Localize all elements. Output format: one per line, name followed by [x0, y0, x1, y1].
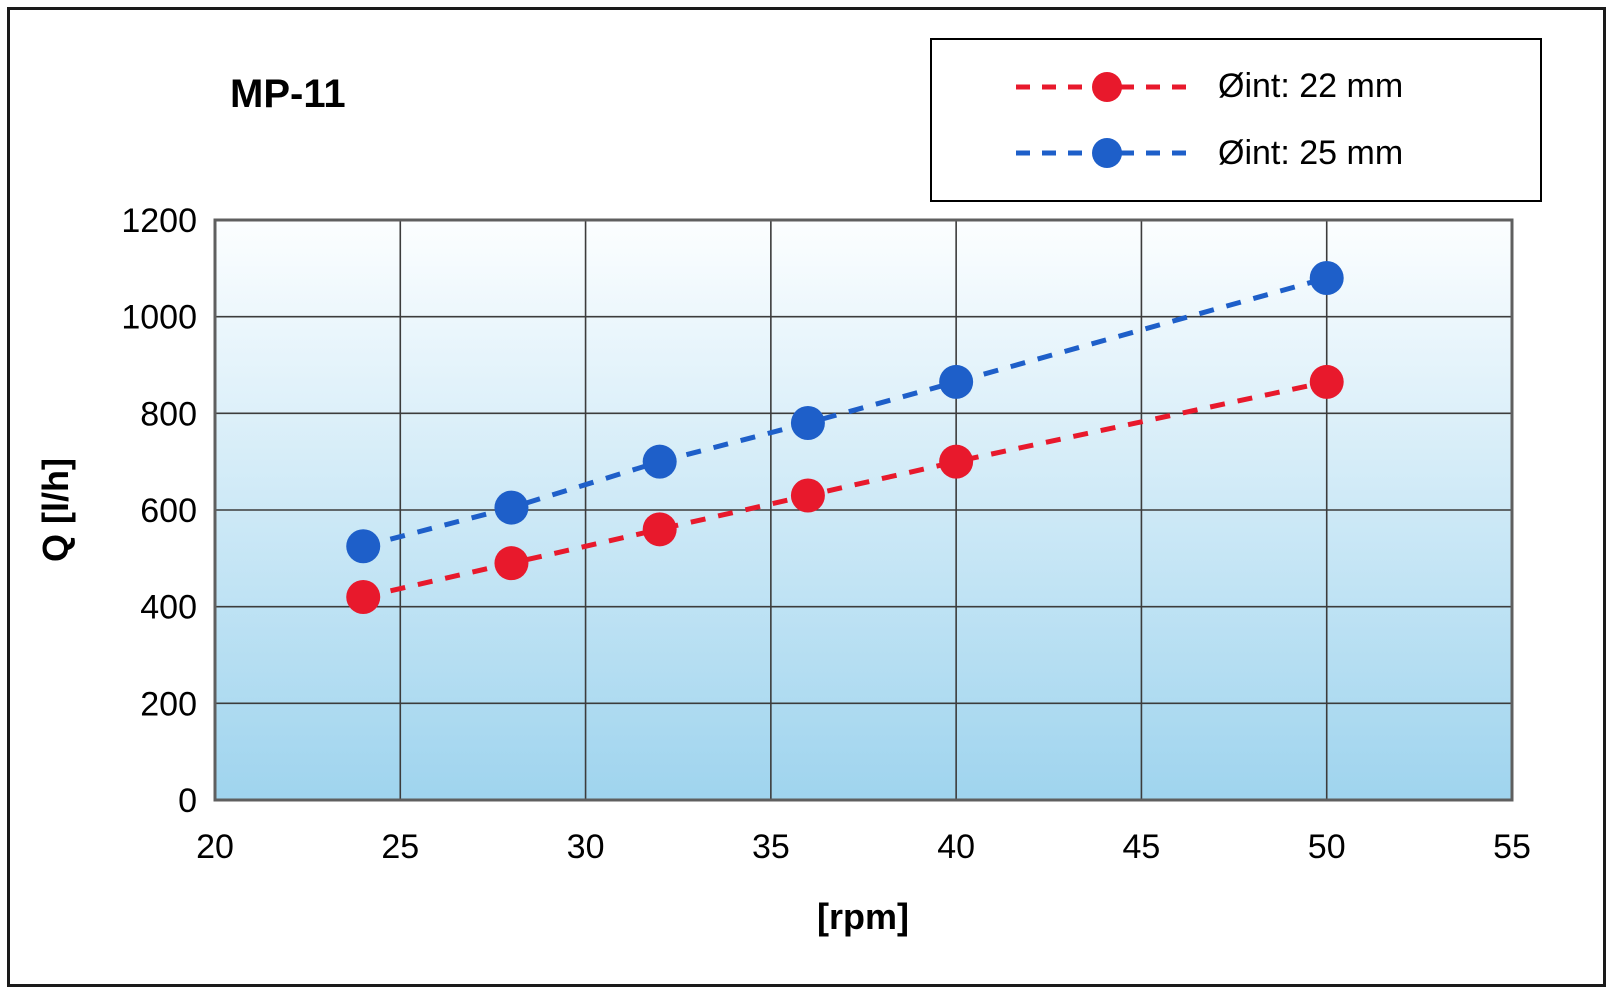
chart-title: MP-11	[230, 72, 346, 116]
data-point-marker	[346, 580, 381, 614]
x-tick-label: 20	[196, 828, 234, 866]
x-tick-label: 35	[752, 828, 790, 866]
y-tick-label: 1200	[121, 202, 197, 240]
data-point-marker	[642, 444, 677, 479]
x-tick-label: 30	[567, 828, 605, 866]
series-line	[362, 379, 1328, 600]
data-point-marker	[642, 512, 677, 547]
plot-area: 20 25 30 35 40 45 50 55 0 200 400 600 800 1000 1200	[121, 202, 1531, 866]
y-tick-label: 600	[140, 492, 197, 530]
data-point-marker	[346, 529, 381, 564]
y-tick-label: 200	[140, 685, 197, 723]
y-tick-label: 1000	[121, 299, 197, 337]
data-point-marker	[494, 490, 529, 525]
y-tick-label: 800	[140, 395, 197, 433]
data-point-marker	[1309, 261, 1344, 295]
y-tick-label: 400	[140, 589, 197, 627]
legend-item-25mm: Øint: 25 mm	[1012, 134, 1540, 173]
x-tick-label: 50	[1308, 828, 1346, 866]
legend: Øint: 22 mm Øint: 25 mm	[930, 38, 1542, 202]
chart-frame: MP-11 Øint: 22 mm Øint: 25 mm Q [l/h] 20…	[7, 7, 1606, 987]
data-point-marker	[790, 478, 825, 513]
plot-border	[213, 218, 1514, 802]
data-point-marker	[1309, 364, 1344, 399]
legend-item-22mm: Øint: 22 mm	[1012, 67, 1540, 106]
x-tick-label: 25	[381, 828, 419, 866]
x-tick-label: 45	[1123, 828, 1161, 866]
data-point-marker	[790, 406, 825, 440]
x-tick-label: 40	[937, 828, 975, 866]
legend-dot-icon	[1092, 71, 1122, 102]
data-point-marker	[494, 546, 529, 581]
y-tick-label: 0	[178, 782, 197, 820]
legend-label-25mm: Øint: 25 mm	[1218, 133, 1404, 172]
series-line	[362, 275, 1328, 549]
data-point-marker	[939, 364, 974, 399]
legend-marker-22mm-icon	[1016, 71, 1198, 102]
legend-label-22mm: Øint: 22 mm	[1218, 67, 1404, 106]
legend-dot-icon	[1092, 138, 1122, 169]
legend-marker-25mm-icon	[1016, 138, 1198, 169]
x-tick-label: 55	[1493, 828, 1531, 866]
data-point-marker	[939, 444, 974, 479]
x-axis-title: [rpm]	[817, 896, 909, 937]
